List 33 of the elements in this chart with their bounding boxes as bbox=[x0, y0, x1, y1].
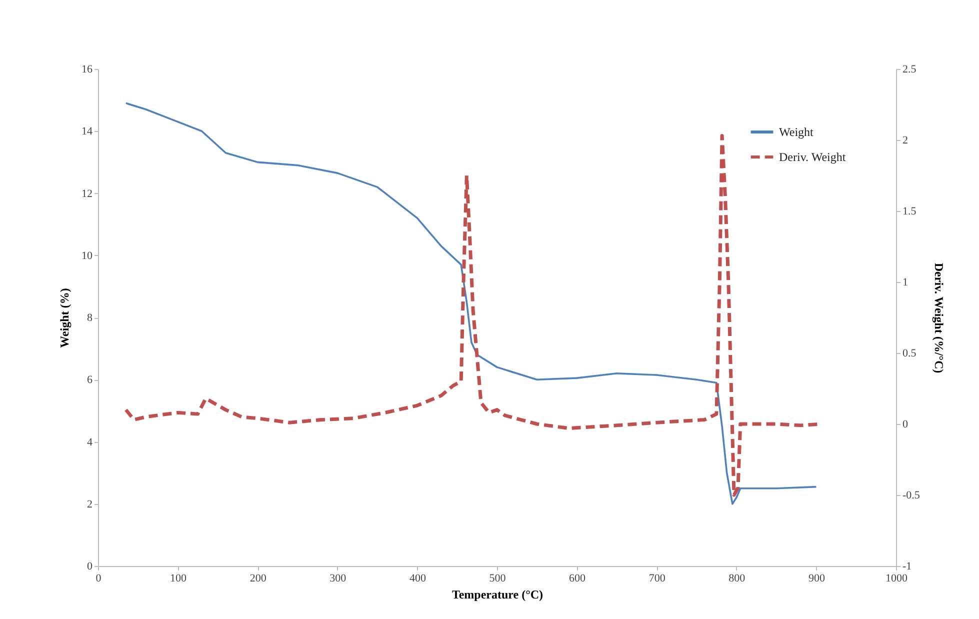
x-tick-label: 500 bbox=[489, 572, 506, 584]
y2-tick-label: -1 bbox=[902, 560, 912, 572]
x-tick-label: 100 bbox=[170, 572, 188, 584]
y2-tick-label: 0 bbox=[902, 418, 908, 430]
y-tick-label: 8 bbox=[87, 312, 93, 324]
x-tick-label: 900 bbox=[808, 572, 826, 584]
y-tick-label: 10 bbox=[82, 250, 93, 262]
y2-tick-label: -0.5 bbox=[902, 490, 920, 502]
y2-axis-title: Deriv. Weight (%/°C) bbox=[932, 262, 946, 374]
x-tick-label: 300 bbox=[330, 572, 347, 584]
x-tick-label: 600 bbox=[569, 572, 586, 584]
x-axis-title: Temperature (°C) bbox=[452, 588, 544, 602]
y2-tick-label: 2.5 bbox=[902, 64, 917, 76]
legend-label: Weight bbox=[779, 125, 814, 139]
y-tick-label: 4 bbox=[87, 436, 93, 448]
y-tick-label: 0 bbox=[87, 560, 93, 572]
y-tick-label: 14 bbox=[82, 126, 93, 138]
y2-tick-label: 2 bbox=[902, 134, 908, 146]
legend-label: Deriv. Weight bbox=[779, 150, 846, 164]
y-tick-label: 16 bbox=[82, 64, 93, 76]
x-tick-label: 200 bbox=[250, 572, 267, 584]
y2-tick-label: 0.5 bbox=[902, 348, 917, 360]
y2-tick-label: 1.5 bbox=[902, 206, 917, 218]
y-tick-label: 2 bbox=[87, 498, 92, 510]
y-axis-title: Weight (%) bbox=[58, 288, 72, 348]
x-tick-label: 700 bbox=[648, 572, 666, 584]
x-tick-label: 400 bbox=[409, 572, 426, 584]
y-tick-label: 6 bbox=[87, 374, 93, 386]
x-tick-label: 800 bbox=[728, 572, 746, 584]
x-tick-label: 0 bbox=[96, 572, 102, 584]
y2-tick-label: 1 bbox=[902, 276, 908, 288]
x-tick-label: 1000 bbox=[886, 572, 908, 584]
y-tick-label: 12 bbox=[82, 188, 92, 200]
